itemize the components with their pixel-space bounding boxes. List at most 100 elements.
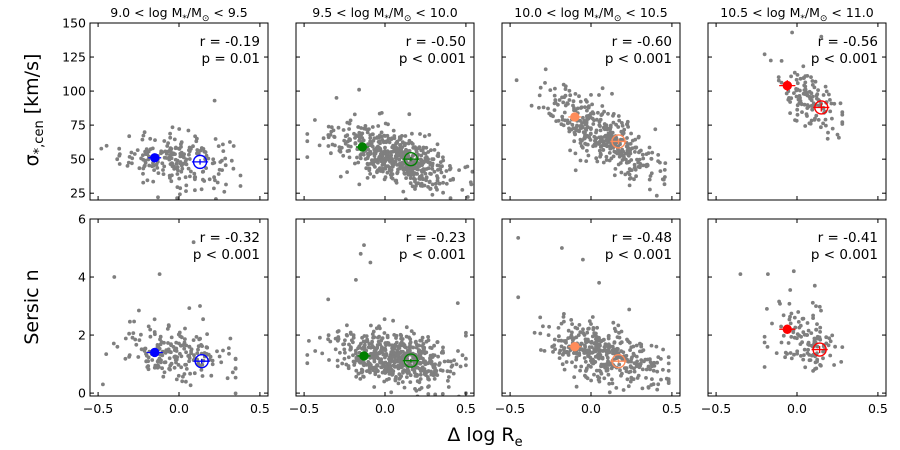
scatter-point bbox=[152, 168, 157, 173]
scatter-point bbox=[577, 323, 582, 327]
scatter-point bbox=[789, 74, 793, 79]
scatter-point bbox=[218, 160, 223, 164]
scatter-point bbox=[329, 151, 333, 156]
scatter-point bbox=[560, 362, 565, 367]
scatter-point bbox=[587, 104, 591, 109]
scatter-point bbox=[636, 373, 641, 378]
scatter-point bbox=[367, 166, 372, 171]
scatter-point bbox=[629, 158, 634, 162]
scatter-point bbox=[158, 342, 163, 347]
scatter-point bbox=[589, 378, 593, 383]
scatter-point bbox=[196, 151, 201, 156]
scatter-point bbox=[376, 124, 381, 128]
scatter-point bbox=[213, 137, 218, 141]
scatter-point bbox=[552, 337, 557, 342]
scatter-point bbox=[378, 152, 383, 157]
scatter-point bbox=[800, 316, 805, 321]
scatter-point bbox=[379, 130, 384, 135]
scatter-point bbox=[610, 377, 614, 382]
scatter-point bbox=[806, 340, 811, 345]
scatter-point bbox=[610, 91, 614, 96]
scatter-point bbox=[570, 360, 574, 365]
y-tick-label: 150 bbox=[62, 16, 86, 31]
scatter-point bbox=[414, 149, 419, 154]
scatter-point bbox=[361, 138, 366, 143]
x-tick-label: 0.0 bbox=[169, 401, 189, 416]
scatter-point bbox=[594, 136, 598, 141]
scatter-point bbox=[814, 327, 818, 332]
scatter-point bbox=[189, 147, 193, 151]
scatter-point bbox=[344, 362, 349, 367]
scatter-point bbox=[582, 351, 587, 355]
scatter-point bbox=[456, 349, 460, 353]
scatter-point bbox=[370, 352, 375, 356]
scatter-point bbox=[624, 160, 629, 165]
scatter-point bbox=[651, 368, 656, 373]
scatter-point bbox=[379, 338, 384, 342]
y-tick-label: 25 bbox=[70, 186, 86, 201]
scatter-point bbox=[559, 321, 564, 326]
scatter-points bbox=[99, 98, 243, 200]
scatter-point bbox=[590, 357, 595, 362]
scatter-point bbox=[313, 118, 317, 122]
scatter-point bbox=[174, 377, 179, 382]
scatter-point bbox=[662, 168, 667, 172]
scatter-point bbox=[625, 122, 630, 126]
scatter-point bbox=[161, 172, 166, 177]
scatter-point bbox=[150, 358, 155, 362]
scatter-point bbox=[604, 353, 609, 357]
scatter-point bbox=[429, 362, 434, 366]
scatter-point bbox=[335, 364, 340, 369]
scatter-point bbox=[238, 184, 243, 188]
scatter-point bbox=[564, 339, 568, 343]
scatter-point bbox=[623, 172, 628, 177]
scatter-point bbox=[607, 390, 612, 395]
scatter-point bbox=[337, 145, 342, 150]
scatter-point bbox=[117, 153, 122, 158]
median-marker-low bbox=[355, 142, 369, 152]
scatter-point bbox=[616, 347, 620, 351]
scatter-point bbox=[184, 350, 189, 355]
scatter-point bbox=[182, 346, 187, 351]
scatter-point bbox=[644, 152, 649, 157]
scatter-point bbox=[377, 139, 382, 144]
scatter-point bbox=[830, 333, 835, 338]
scatter-point bbox=[805, 321, 810, 325]
scatter-point bbox=[581, 327, 585, 332]
scatter-point bbox=[563, 87, 568, 91]
scatter-point bbox=[151, 179, 156, 184]
scatter-point bbox=[653, 127, 658, 132]
scatter-point bbox=[797, 325, 802, 330]
scatter-point bbox=[560, 114, 565, 119]
scatter-point bbox=[205, 332, 210, 336]
scatter-point bbox=[819, 34, 824, 39]
scatter-points bbox=[305, 243, 468, 396]
scatter-point bbox=[809, 343, 814, 348]
scatter-point bbox=[368, 149, 373, 154]
scatter-point bbox=[139, 347, 144, 352]
scatter-point bbox=[329, 129, 334, 134]
scatter-point bbox=[391, 318, 395, 323]
scatter-point bbox=[305, 155, 310, 160]
correlation-p: p < 0.001 bbox=[605, 51, 672, 67]
scatter-point bbox=[650, 150, 655, 155]
scatter-point bbox=[812, 283, 817, 288]
scatter-point bbox=[604, 368, 609, 373]
scatter-point bbox=[823, 84, 828, 89]
scatter-point bbox=[334, 96, 339, 100]
scatter-point bbox=[432, 169, 437, 174]
scatter-point bbox=[354, 351, 358, 356]
scatter-point bbox=[117, 162, 122, 166]
correlation-r: r = -0.19 bbox=[200, 34, 260, 50]
scatter-point bbox=[179, 335, 184, 340]
scatter-point bbox=[354, 368, 359, 373]
scatter-point bbox=[768, 58, 773, 63]
scatter-point bbox=[636, 135, 641, 140]
scatter-point bbox=[372, 147, 377, 152]
scatter-point bbox=[421, 349, 425, 354]
scatter-point bbox=[408, 176, 413, 181]
scatter-point bbox=[595, 159, 600, 164]
scatter-point bbox=[542, 349, 547, 353]
scatter-point bbox=[195, 351, 200, 355]
scatter-point bbox=[187, 157, 192, 161]
